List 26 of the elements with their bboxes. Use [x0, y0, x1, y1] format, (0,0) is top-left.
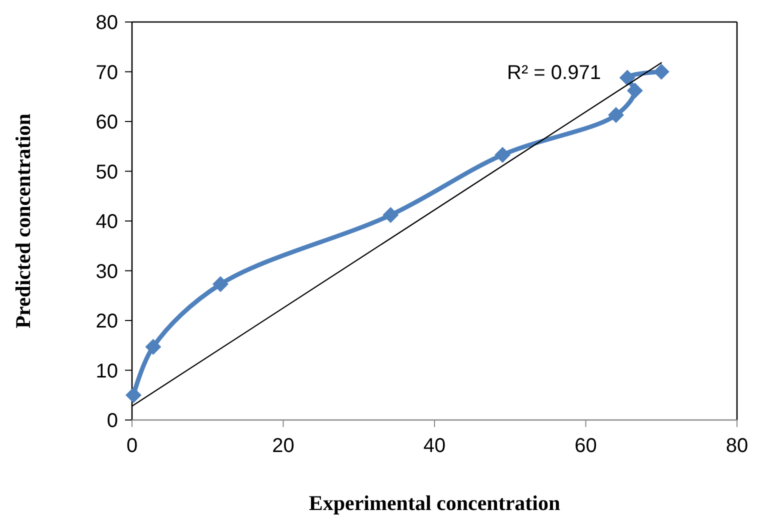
- point: [126, 387, 142, 404]
- x-axis-title: Experimental concentration: [308, 491, 561, 515]
- y-tick-label: 10: [96, 360, 118, 382]
- y-tick-label: 50: [96, 161, 118, 184]
- point: [619, 70, 636, 86]
- x-tick-label: 60: [574, 435, 597, 457]
- annotation: R² = 0.971: [507, 62, 601, 84]
- x-tick-label: 0: [126, 435, 138, 457]
- y-tick-label: 70: [96, 62, 118, 84]
- point: [145, 338, 162, 355]
- y-tick-label: 0: [106, 410, 118, 432]
- y-tick-label: 40: [96, 211, 118, 233]
- y-tick-label: 80: [96, 12, 118, 34]
- point: [608, 107, 624, 124]
- y-tick-label: 20: [96, 310, 118, 332]
- point: [653, 64, 670, 80]
- point: [626, 82, 643, 99]
- y-tick-label: 60: [96, 112, 118, 134]
- point: [382, 207, 399, 224]
- point: [494, 146, 511, 163]
- y-axis-title: Predicted concentration: [11, 113, 35, 328]
- x-tick-label: 40: [423, 435, 446, 457]
- x-tick-label: 20: [272, 435, 294, 457]
- y-tick-label: 30: [96, 260, 118, 283]
- x-tick-label: 80: [726, 435, 748, 457]
- point: [212, 276, 228, 292]
